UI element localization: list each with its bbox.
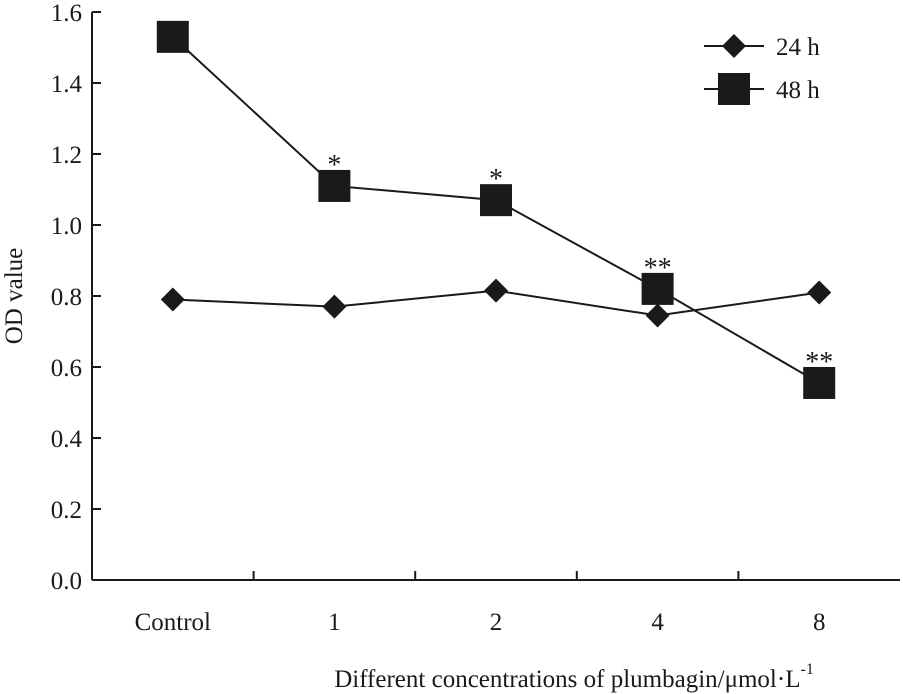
y-tick-label: 0.4 xyxy=(51,426,83,453)
data-point-diamond xyxy=(160,287,185,312)
data-point-square xyxy=(480,184,512,217)
data-point-diamond xyxy=(484,278,508,303)
y-tick-label: 1.2 xyxy=(51,142,82,169)
legend-marker-diamond xyxy=(722,34,746,58)
x-tick-label: 4 xyxy=(651,609,664,636)
series-1 xyxy=(160,278,832,328)
x-axis-label-superscript: -1 xyxy=(800,661,813,678)
legend-item: 24 h xyxy=(704,34,820,61)
legend-item: 48 h xyxy=(704,73,820,105)
legend-label: 24 h xyxy=(776,34,820,61)
y-tick-label: 1.0 xyxy=(51,213,82,240)
data-point-diamond xyxy=(807,280,832,305)
significance-marker: * xyxy=(327,150,341,181)
significance-marker: * xyxy=(489,164,503,195)
data-point-square xyxy=(803,366,836,399)
x-tick-label: 8 xyxy=(813,609,826,636)
y-tick-label: 0.8 xyxy=(51,284,82,311)
y-tick-label: 0.6 xyxy=(51,355,82,382)
data-point-diamond xyxy=(322,294,347,319)
y-tick-label: 0.2 xyxy=(51,497,82,524)
legend-label: 48 h xyxy=(776,77,820,104)
series-2 xyxy=(156,20,836,399)
data-point-square xyxy=(156,20,189,53)
x-tick-label: 1 xyxy=(328,609,341,636)
y-axis-label: OD value xyxy=(1,248,28,345)
legend-marker-square xyxy=(718,73,750,105)
x-ticks: Control 1 2 4 8 xyxy=(135,571,826,636)
significance-marker: ** xyxy=(805,347,833,378)
x-tick-label: 2 xyxy=(490,609,503,636)
x-axis-label: Different concentrations of plumbagin/μm… xyxy=(334,661,814,693)
data-point-square xyxy=(318,169,351,202)
y-ticks: 0.0 0.2 0.4 0.6 0.8 1.0 1.2 1.4 1.6 xyxy=(51,0,101,595)
legend: 24 h 48 h xyxy=(704,34,820,105)
annotation-layer: * ***** xyxy=(327,150,833,378)
y-tick-label: 1.6 xyxy=(51,0,82,27)
data-point-diamond xyxy=(645,303,670,328)
significance-marker: ** xyxy=(644,253,672,284)
x-axis-label-main: Different concentrations of plumbagin/μm… xyxy=(334,666,800,693)
x-tick-label: Control xyxy=(135,609,211,636)
y-tick-label: 0.0 xyxy=(51,568,82,595)
data-point-square xyxy=(641,272,674,305)
y-tick-label: 1.4 xyxy=(51,71,83,98)
series-layer xyxy=(156,20,836,399)
